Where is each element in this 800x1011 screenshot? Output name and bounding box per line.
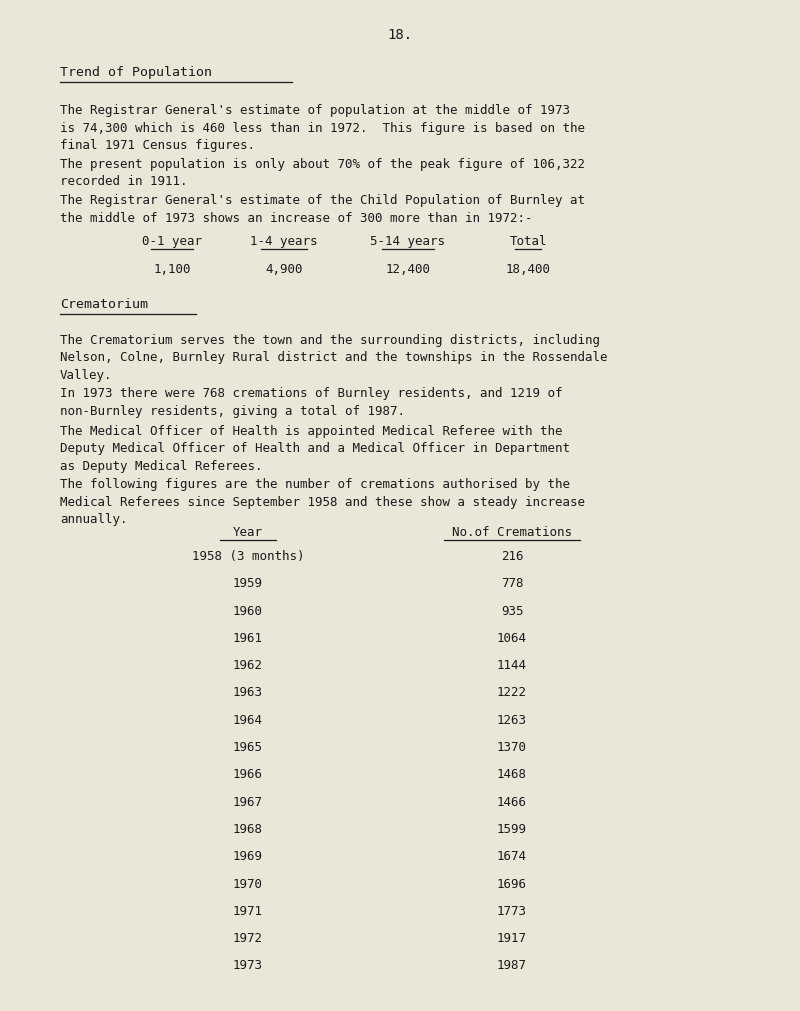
Text: 1773: 1773 — [497, 905, 527, 918]
Text: Crematorium: Crematorium — [60, 298, 148, 311]
Text: The present population is only about 70% of the peak figure of 106,322
recorded : The present population is only about 70%… — [60, 158, 585, 188]
Text: 1962: 1962 — [233, 659, 263, 672]
Text: 1970: 1970 — [233, 878, 263, 891]
Text: The Registrar General's estimate of population at the middle of 1973
is 74,300 w: The Registrar General's estimate of popu… — [60, 104, 585, 152]
Text: 1599: 1599 — [497, 823, 527, 836]
Text: No.of Cremations: No.of Cremations — [452, 526, 572, 539]
Text: 1987: 1987 — [497, 959, 527, 973]
Text: 1917: 1917 — [497, 932, 527, 945]
Text: 1468: 1468 — [497, 768, 527, 782]
Text: In 1973 there were 768 cremations of Burnley residents, and 1219 of
non-Burnley : In 1973 there were 768 cremations of Bur… — [60, 387, 562, 418]
Text: 1971: 1971 — [233, 905, 263, 918]
Text: 1969: 1969 — [233, 850, 263, 863]
Text: 12,400: 12,400 — [386, 263, 430, 276]
Text: 0-1 year: 0-1 year — [142, 235, 202, 248]
Text: 1965: 1965 — [233, 741, 263, 754]
Text: 1961: 1961 — [233, 632, 263, 645]
Text: Total: Total — [510, 235, 546, 248]
Text: 18,400: 18,400 — [506, 263, 550, 276]
Text: 1973: 1973 — [233, 959, 263, 973]
Text: 4,900: 4,900 — [266, 263, 302, 276]
Text: 1967: 1967 — [233, 796, 263, 809]
Text: 1966: 1966 — [233, 768, 263, 782]
Text: 1963: 1963 — [233, 686, 263, 700]
Text: 1959: 1959 — [233, 577, 263, 590]
Text: The Registrar General's estimate of the Child Population of Burnley at
the middl: The Registrar General's estimate of the … — [60, 194, 585, 224]
Text: Trend of Population: Trend of Population — [60, 66, 212, 79]
Text: 1960: 1960 — [233, 605, 263, 618]
Text: Year: Year — [233, 526, 263, 539]
Text: 1,100: 1,100 — [154, 263, 190, 276]
Text: The Crematorium serves the town and the surrounding districts, including
Nelson,: The Crematorium serves the town and the … — [60, 334, 607, 381]
Text: 1144: 1144 — [497, 659, 527, 672]
Text: 1964: 1964 — [233, 714, 263, 727]
Text: 1972: 1972 — [233, 932, 263, 945]
Text: 1370: 1370 — [497, 741, 527, 754]
Text: 1263: 1263 — [497, 714, 527, 727]
Text: 1-4 years: 1-4 years — [250, 235, 318, 248]
Text: 1958 (3 months): 1958 (3 months) — [192, 550, 304, 563]
Text: 5-14 years: 5-14 years — [370, 235, 446, 248]
Text: The following figures are the number of cremations authorised by the
Medical Ref: The following figures are the number of … — [60, 478, 585, 526]
Text: 1968: 1968 — [233, 823, 263, 836]
Text: 778: 778 — [501, 577, 523, 590]
Text: 1222: 1222 — [497, 686, 527, 700]
Text: 1466: 1466 — [497, 796, 527, 809]
Text: The Medical Officer of Health is appointed Medical Referee with the
Deputy Medic: The Medical Officer of Health is appoint… — [60, 425, 570, 472]
Text: 18.: 18. — [387, 28, 413, 42]
Text: 935: 935 — [501, 605, 523, 618]
Text: 1064: 1064 — [497, 632, 527, 645]
Text: 1674: 1674 — [497, 850, 527, 863]
Text: 216: 216 — [501, 550, 523, 563]
Text: 1696: 1696 — [497, 878, 527, 891]
